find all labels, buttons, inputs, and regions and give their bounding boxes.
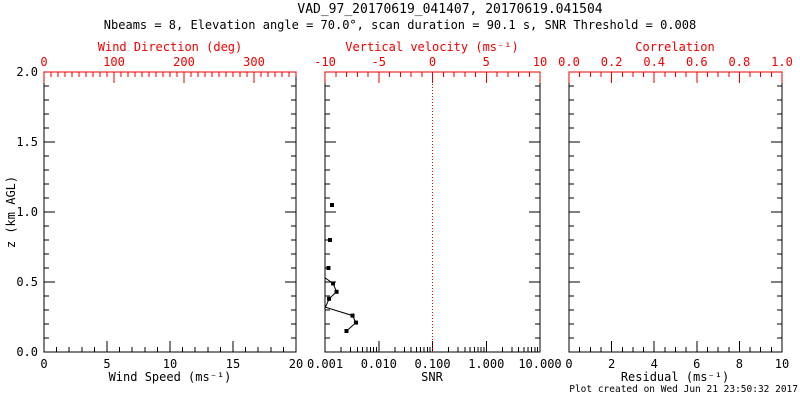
svg-text:0.100: 0.100 — [414, 357, 450, 371]
svg-text:5: 5 — [103, 357, 110, 371]
axis-title-wind-speed: Wind Speed (ms⁻¹) — [108, 370, 232, 384]
svg-text:10: 10 — [775, 357, 789, 371]
panel-residual: 0 2 4 6 8 10 0.0 0.2 0.4 0.6 0.8 1.0 — [558, 55, 793, 371]
svg-text:4: 4 — [651, 357, 658, 371]
svg-text:2: 2 — [608, 357, 615, 371]
data-point-marker — [344, 329, 349, 333]
data-point-marker — [328, 238, 333, 242]
svg-text:8: 8 — [736, 357, 743, 371]
svg-text:0.6: 0.6 — [686, 55, 708, 69]
svg-text:300: 300 — [243, 55, 265, 69]
svg-text:15: 15 — [226, 357, 240, 371]
svg-text:10: 10 — [533, 55, 547, 69]
axis-title-correlation: Correlation — [635, 40, 715, 54]
plot-box-residual — [568, 71, 783, 353]
svg-text:0.8: 0.8 — [729, 55, 751, 69]
svg-text:1.000: 1.000 — [468, 357, 504, 371]
svg-text:-5: -5 — [372, 55, 386, 69]
svg-text:0: 0 — [40, 55, 47, 69]
svg-text:2.0: 2.0 — [16, 65, 38, 79]
svg-text:1.5: 1.5 — [16, 135, 38, 149]
data-point-marker — [350, 313, 355, 318]
data-point-marker — [330, 203, 335, 207]
panel-wind: 0.00.51.01.52.00 5 10 15 200 100 200 300 — [16, 55, 303, 371]
svg-text:5: 5 — [483, 55, 490, 69]
plot-box-wind — [43, 71, 297, 353]
svg-text:0.001: 0.001 — [307, 357, 343, 371]
data-point-marker — [353, 320, 358, 325]
svg-text:0: 0 — [429, 55, 436, 69]
svg-text:0.010: 0.010 — [361, 357, 397, 371]
svg-text:20: 20 — [289, 357, 303, 371]
svg-text:10: 10 — [163, 357, 177, 371]
svg-text:0.4: 0.4 — [643, 55, 665, 69]
svg-text:0.5: 0.5 — [16, 275, 38, 289]
svg-text:200: 200 — [173, 55, 195, 69]
data-point-marker — [334, 289, 339, 294]
svg-text:100: 100 — [103, 55, 125, 69]
svg-text:6: 6 — [693, 357, 700, 371]
svg-text:0.0: 0.0 — [16, 345, 38, 359]
data-point-marker — [327, 296, 332, 301]
svg-text:0: 0 — [565, 357, 572, 371]
svg-text:1.0: 1.0 — [771, 55, 793, 69]
svg-text:0.0: 0.0 — [558, 55, 580, 69]
svg-text:-10: -10 — [314, 55, 336, 69]
plot-subtitle: Nbeams = 8, Elevation angle = 70.0°, sca… — [103, 18, 697, 32]
plot-title: VAD_97_20170619_041407, 20170619.041504 — [297, 2, 603, 17]
axis-title-snr: SNR — [421, 370, 443, 384]
axis-title-height: z (km AGL) — [4, 175, 18, 249]
svg-text:0.2: 0.2 — [601, 55, 623, 69]
axis-title-residual: Residual (ms⁻¹) — [620, 370, 730, 384]
svg-text:10.000: 10.000 — [518, 357, 561, 371]
created-timestamp: Plot created on Wed Jun 21 23:50:32 2017 — [569, 384, 798, 395]
axis-title-vertical-velocity: Vertical velocity (ms⁻¹) — [345, 40, 519, 54]
axis-title-wind-direction: Wind Direction (deg) — [97, 40, 243, 54]
panel-snr: 0.001 0.010 0.100 1.000 10.000 -10 -5 0 5 10 — [307, 55, 562, 371]
data-series-snr — [325, 203, 358, 333]
svg-text:1.0: 1.0 — [16, 205, 38, 219]
data-point-marker — [331, 281, 336, 286]
snr-profile-line — [325, 277, 357, 332]
data-point-marker — [326, 266, 331, 270]
svg-text:0: 0 — [40, 357, 47, 371]
